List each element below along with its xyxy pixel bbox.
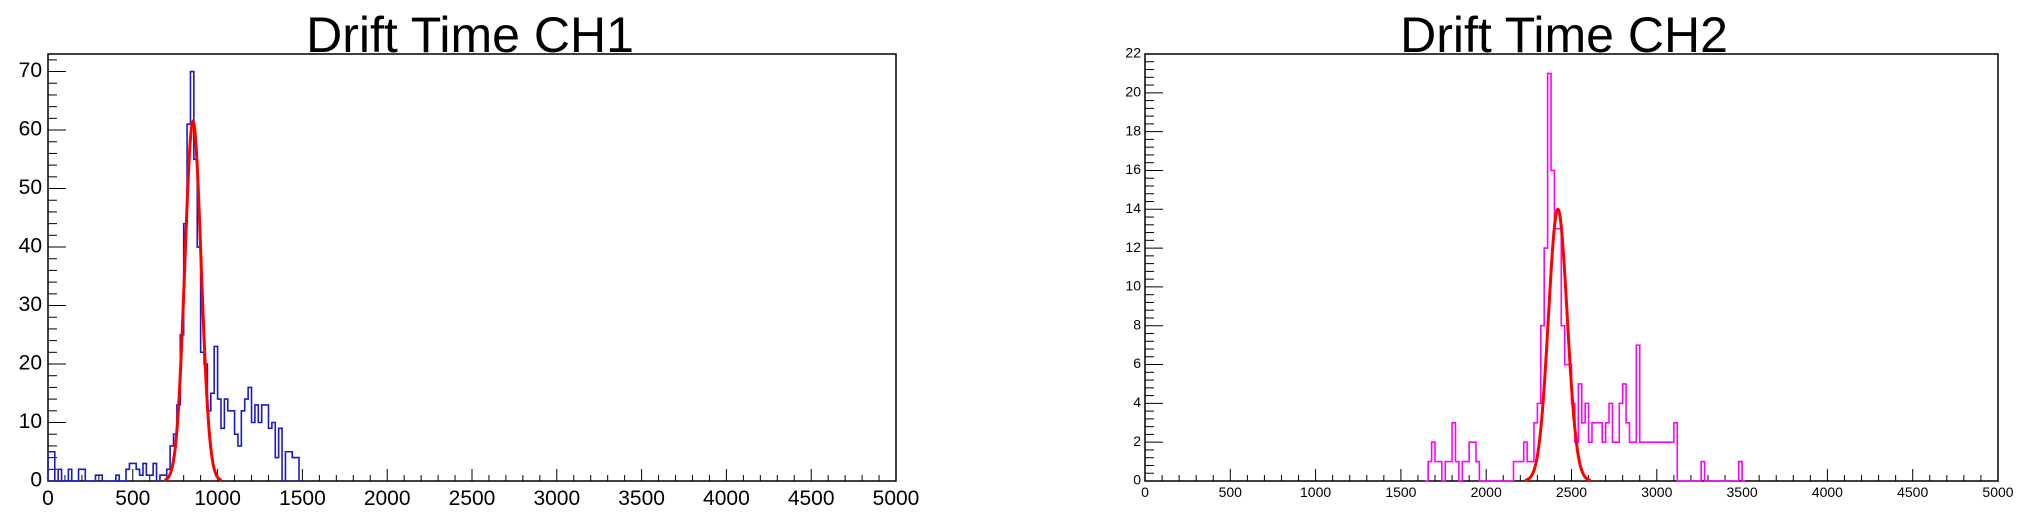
histogram-bin [275,458,278,481]
histogram-bin [1520,462,1523,481]
histogram-outline [1424,72,1746,482]
histogram-bin [1667,442,1670,481]
y-tick-label: 10 [19,410,42,433]
x-tick-label: 2500 [449,487,496,510]
y-tick-label: 14 [1125,200,1141,216]
x-tick-label: 2500 [1556,484,1587,500]
x-tick-label: 500 [115,487,150,510]
histogram-bin [1449,462,1452,481]
histogram-bin [1466,462,1469,481]
histogram-bin [252,423,255,481]
y-tick-label: 18 [1125,122,1141,138]
y-tick-label: 50 [19,176,42,199]
x-tick-label: 1000 [194,487,241,510]
x-tick-label: 5000 [873,487,920,510]
x-tick-label: 5000 [1982,484,2013,500]
x-tick-label: 0 [42,487,54,510]
y-tick-label: 6 [1133,355,1141,371]
y-tick-label: 8 [1133,316,1141,332]
histogram-bin [150,475,153,481]
y-tick-label: 16 [1125,161,1141,177]
gaussian-fit-line [1524,207,1592,482]
plot-frame [1144,53,1999,482]
y-axis: 0 10 20 30 40 50 60 70 [19,59,66,492]
histogram-bin [268,428,271,481]
histogram-bin [1647,442,1650,481]
y-tick-label: 20 [19,352,42,375]
histogram-bin [1660,442,1663,481]
histogram-bin [1664,442,1667,481]
histogram-bin [1657,442,1660,481]
histogram-bin [1616,442,1619,481]
x-tick-label: 4000 [1812,484,1843,500]
y-tick-label: 70 [19,59,42,82]
histogram-bin [1670,442,1673,481]
y-axis: 0 2 4 6 8 10 12 14 16 18 20 22 [1125,45,1163,488]
y-tick-label: 0 [1133,472,1141,488]
histogram [47,70,303,482]
x-tick-label: 0 [1141,484,1149,500]
x-axis: 0 500 1000 1500 2000 2500 3000 3500 4000 4500 5000 [1141,469,2014,500]
y-tick-label: 20 [1125,84,1141,100]
y-tick-label: 22 [1125,45,1141,61]
y-tick-label: 0 [30,469,42,492]
y-tick-label: 30 [19,293,42,316]
fit-curve [163,119,223,482]
histogram-bin [1630,442,1633,481]
histogram-bin [1650,442,1653,481]
x-tick-label: 1000 [1300,484,1331,500]
histogram-bin [292,458,295,481]
histogram-bin [1554,229,1557,481]
histogram-bin [201,352,204,481]
x-tick-label: 3500 [1727,484,1758,500]
plot-frame [47,53,897,482]
histogram-bin [1602,442,1605,481]
histogram-bin [238,446,241,481]
histogram-bin [221,428,224,481]
y-tick-label: 12 [1125,239,1141,255]
x-tick-label: 3000 [1641,484,1672,500]
histogram-bin [1653,442,1656,481]
x-tick-label: 1500 [279,487,326,510]
x-tick-label: 4500 [1897,484,1928,500]
y-tick-label: 4 [1133,394,1141,410]
gaussian-fit-line [163,119,223,482]
histogram-bin [1643,442,1646,481]
histogram-bin [1565,365,1568,481]
histogram-bin [1517,462,1520,481]
fit-curve [1524,207,1592,482]
x-tick-label: 4000 [703,487,750,510]
histogram-outline [47,70,303,482]
y-tick-label: 60 [19,118,42,141]
histogram [1424,72,1746,482]
x-tick-label: 3000 [533,487,580,510]
x-tick-label: 2000 [364,487,411,510]
histogram-bin [1612,442,1615,481]
y-tick-label: 2 [1133,433,1141,449]
histogram-bin [228,411,231,481]
histogram-bin [1640,442,1643,481]
x-tick-label: 4500 [788,487,835,510]
x-axis: 0 500 1000 1500 2000 2500 3000 3500 4000 4500 5000 [42,469,919,510]
x-tick-label: 1500 [1385,484,1416,500]
y-tick-label: 40 [19,235,42,258]
histogram-bin [1589,442,1592,481]
x-tick-label: 2000 [1471,484,1502,500]
x-tick-label: 3500 [618,487,665,510]
histogram-bin [1633,442,1636,481]
histogram-bin [140,475,143,481]
histogram-bin [1595,423,1598,481]
histogram-bin [258,423,261,481]
x-tick-label: 500 [1219,484,1243,500]
histogram-bin [146,475,149,481]
histogram-bin [1435,462,1438,481]
y-tick-label: 10 [1125,278,1141,294]
